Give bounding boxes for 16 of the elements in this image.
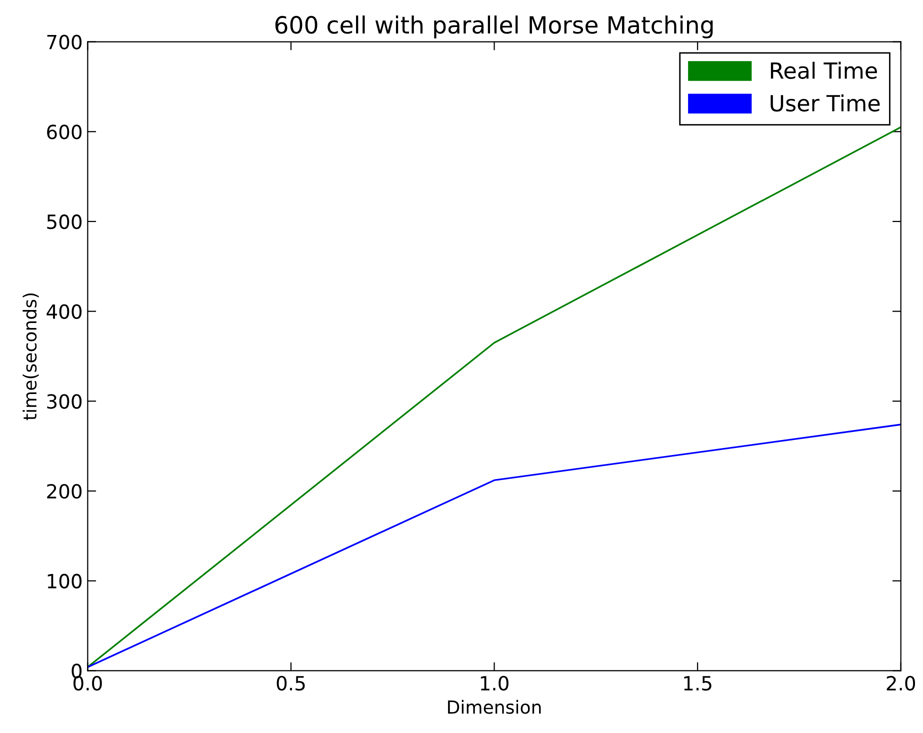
y-tick-label: 500 xyxy=(47,214,82,230)
y-tick-label: 700 xyxy=(47,34,82,50)
y-tick-label: 200 xyxy=(47,484,82,499)
y-tick-label: 300 xyxy=(47,394,82,409)
y-tick-label: 600 xyxy=(47,124,82,140)
legend-label: Real Time xyxy=(770,62,877,79)
x-tick-label: 2.0 xyxy=(886,676,916,691)
x-tick-label: 1.0 xyxy=(480,676,508,691)
y-axis-title: time(seconds) xyxy=(22,293,39,420)
x-axis-title: Dimension xyxy=(448,700,541,714)
y-tick-label: 400 xyxy=(46,304,82,319)
chart-title: 600 cell with parallel Morse Matching xyxy=(275,16,713,38)
x-tick-label: 1.5 xyxy=(684,676,712,691)
x-tick-label: 0.5 xyxy=(276,676,305,691)
legend-label: User Time xyxy=(770,94,880,112)
y-tick-label: 100 xyxy=(48,574,82,589)
